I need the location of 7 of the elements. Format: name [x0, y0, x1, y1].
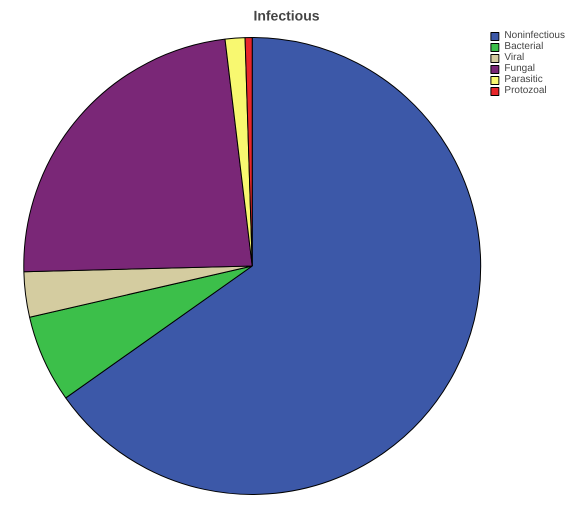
chart-title: Infectious [253, 8, 320, 24]
legend-label: Bacterial [504, 41, 544, 52]
legend-label: Viral [504, 52, 524, 63]
legend-label: Protozoal [504, 85, 547, 96]
legend-label: Fungal [504, 63, 535, 74]
legend-label: Noninfectious [504, 30, 565, 41]
legend-label: Parasitic [504, 74, 543, 85]
